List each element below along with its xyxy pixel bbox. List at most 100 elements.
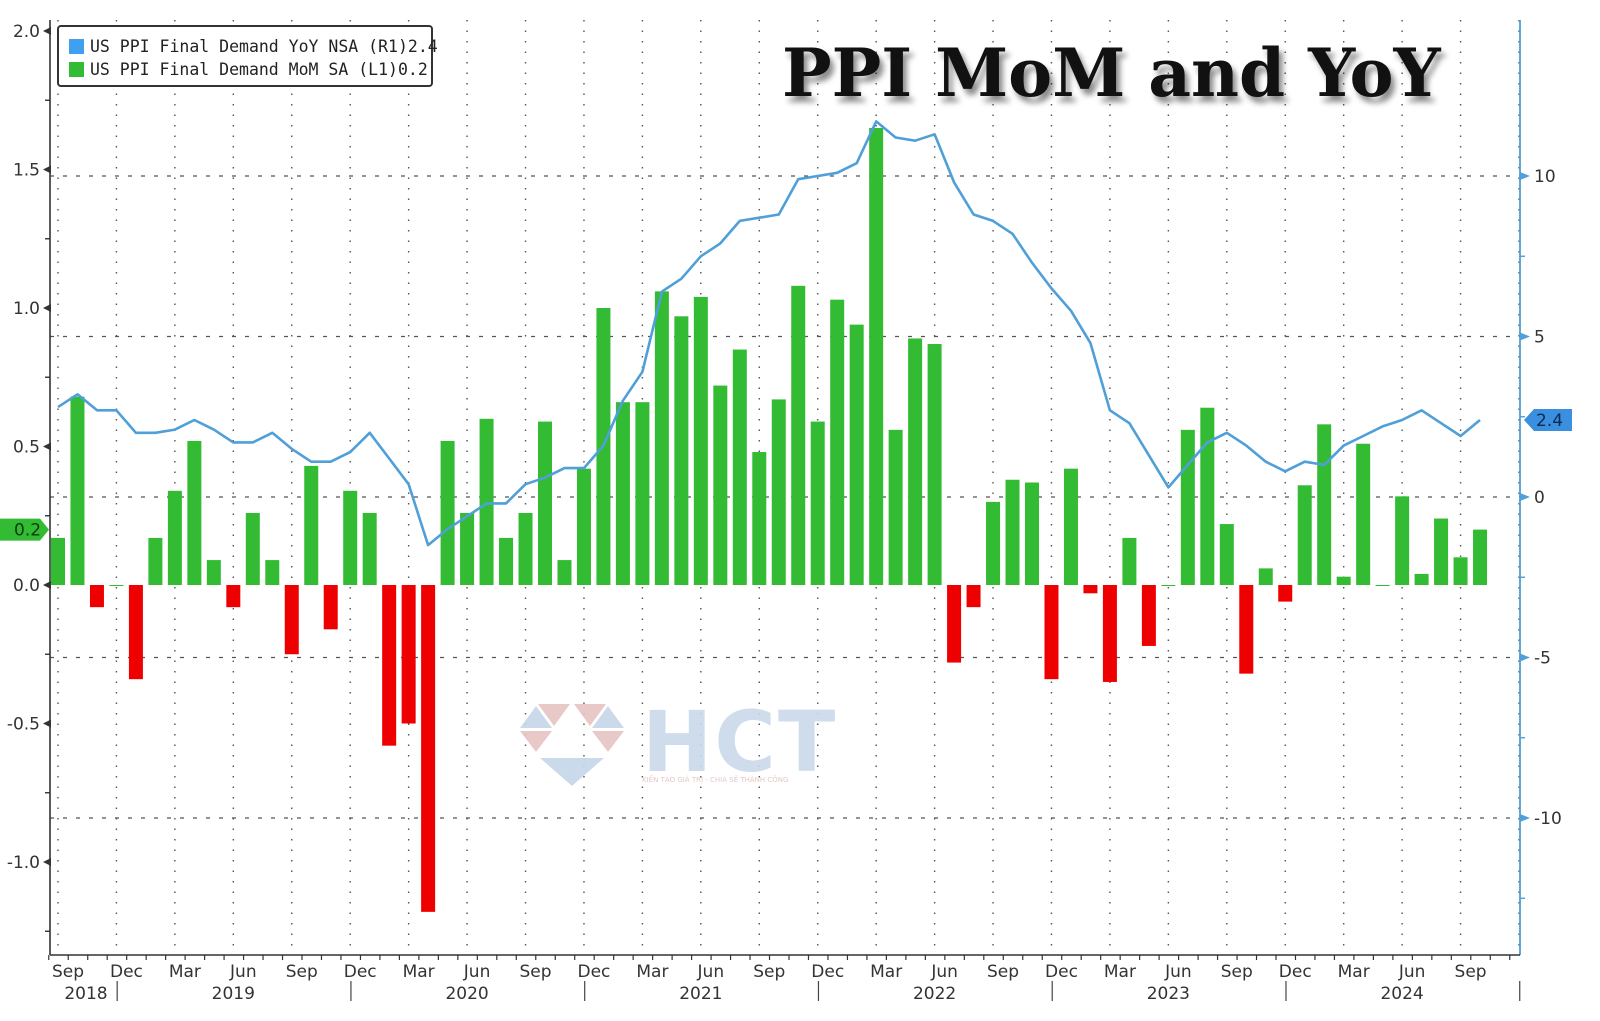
- right-axis: 10 5 0 -5 -10: [1519, 20, 1562, 955]
- bar-negative: [1044, 585, 1059, 680]
- right-axis-tick-label: 0: [1534, 488, 1545, 508]
- yoy-line: [57, 120, 1481, 547]
- x-axis-month-label: Jun: [1164, 962, 1192, 982]
- left-axis-tick-icon: [43, 719, 51, 728]
- x-axis-year-label: 2022: [913, 984, 956, 1004]
- x-axis-month-label: Dec: [344, 962, 377, 982]
- bar-positive: [1375, 585, 1390, 586]
- x-axis-month-label: Mar: [169, 962, 201, 982]
- left-last-value-badge: [0, 518, 49, 541]
- bar-positive: [791, 285, 806, 585]
- bar-positive: [557, 560, 572, 585]
- right-axis-tick-icon: [1520, 332, 1530, 341]
- legend-swatch-blue: [69, 39, 84, 54]
- x-axis-month-label: Mar: [636, 962, 668, 982]
- right-axis-tick-icon: [1520, 653, 1530, 662]
- x-axis-month-label: Sep: [519, 962, 551, 982]
- bar-positive: [362, 512, 377, 585]
- right-axis-tick-label: 5: [1534, 328, 1545, 348]
- bar-negative: [401, 585, 416, 724]
- watermark-brand: HCT: [642, 693, 838, 791]
- left-axis-tick-icon: [43, 858, 51, 866]
- legend-value: 0.2: [397, 60, 428, 79]
- right-axis-tick-label: 10: [1534, 167, 1556, 187]
- bar-positive: [869, 127, 884, 585]
- x-axis-year-label: 2020: [445, 984, 488, 1004]
- bar-positive: [830, 299, 845, 585]
- bar-negative: [421, 585, 436, 912]
- chart-title: PPI MoM and YoY: [782, 34, 1441, 112]
- right-axis-tick-icon: [1520, 814, 1530, 822]
- last-value-badges: 0.2 2.4: [0, 408, 1572, 541]
- x-axis-month-label: Sep: [286, 962, 318, 982]
- left-axis: 2.0 1.5 1.0 0.5 0.0 -0.5 -1.0: [7, 20, 51, 955]
- bar-negative: [284, 585, 299, 655]
- x-axis-month-label: Jun: [463, 962, 491, 982]
- bar-positive: [1297, 485, 1312, 585]
- bar-positive: [635, 402, 650, 585]
- bar-negative: [1278, 585, 1293, 602]
- x-axis-year-label: 2024: [1380, 984, 1423, 1004]
- bar-positive: [1025, 482, 1039, 585]
- left-axis-tick-label: 1.0: [13, 299, 40, 319]
- bar-positive: [654, 291, 669, 585]
- bar-positive: [518, 512, 533, 585]
- bar-positive: [1317, 424, 1332, 585]
- right-axis-tick-icon: [1520, 493, 1530, 501]
- bar-positive: [265, 560, 280, 585]
- bar-positive: [1122, 537, 1137, 585]
- bar-positive: [460, 512, 475, 585]
- legend-label: US PPI Final Demand MoM SA (L1): [90, 60, 398, 79]
- right-axis-tick-label: -5: [1534, 649, 1551, 669]
- bar-positive: [1063, 468, 1078, 585]
- bar-positive: [187, 440, 202, 585]
- x-axis-month-label: Dec: [578, 962, 611, 982]
- horizontal-gridlines: [50, 175, 1520, 819]
- x-axis-month-label: Dec: [1279, 962, 1312, 982]
- bar-positive: [440, 440, 455, 585]
- bar-negative: [89, 585, 104, 608]
- x-axis-month-label: Jun: [1398, 962, 1426, 982]
- left-axis-tick-label: -1.0: [7, 853, 40, 873]
- bar-positive: [1473, 529, 1488, 585]
- legend-label: US PPI Final Demand YoY NSA (R1): [90, 37, 408, 56]
- bar-positive: [479, 418, 494, 585]
- bar-positive: [1414, 573, 1429, 585]
- left-axis-tick-icon: [43, 442, 51, 451]
- bar-positive: [771, 399, 786, 585]
- legend-item-yoy: US PPI Final Demand YoY NSA (R1) 2.4: [69, 35, 438, 58]
- bar-positive: [245, 512, 260, 585]
- bar-positive: [304, 465, 319, 585]
- bar-negative: [382, 585, 397, 746]
- x-axis-year-label: 2018: [64, 984, 107, 1004]
- x-axis-month-label: Mar: [1338, 962, 1370, 982]
- x-axis-year-label: 2021: [679, 984, 722, 1004]
- x-axis-month-label: Jun: [697, 962, 725, 982]
- left-axis-tick-label: 0.0: [13, 576, 40, 596]
- bar-positive: [1258, 568, 1273, 585]
- bar-positive: [499, 537, 514, 585]
- watermark-tagline: KIẾN TẠO GIÁ TRỊ - CHIA SẺ THÀNH CÔNG: [642, 776, 789, 784]
- x-axis-month-label: Dec: [110, 962, 143, 982]
- left-axis-tick-icon: [43, 27, 51, 35]
- left-axis-tick-icon: [43, 304, 51, 312]
- left-axis-tick-label: 0.5: [13, 438, 40, 458]
- bar-positive: [752, 452, 767, 585]
- bar-negative: [226, 585, 241, 608]
- x-axis-year-label: 2019: [212, 984, 255, 1004]
- x-axis-year-label: 2023: [1147, 984, 1190, 1004]
- bar-positive: [1161, 585, 1176, 586]
- left-axis-tick-icon: [43, 581, 51, 589]
- bar-positive: [538, 421, 552, 585]
- bar-negative: [1141, 585, 1156, 646]
- bar-positive: [148, 537, 163, 585]
- x-axis-month-label: Mar: [403, 962, 435, 982]
- bar-positive: [1180, 429, 1195, 585]
- bar-negative: [966, 585, 981, 608]
- x-axis-month-label: Dec: [1045, 962, 1078, 982]
- x-axis-month-label: Sep: [1455, 962, 1487, 982]
- bar-positive: [888, 429, 903, 585]
- bar-negative: [128, 585, 143, 680]
- legend-value: 2.4: [407, 37, 438, 56]
- x-axis-month-label: Sep: [1221, 962, 1253, 982]
